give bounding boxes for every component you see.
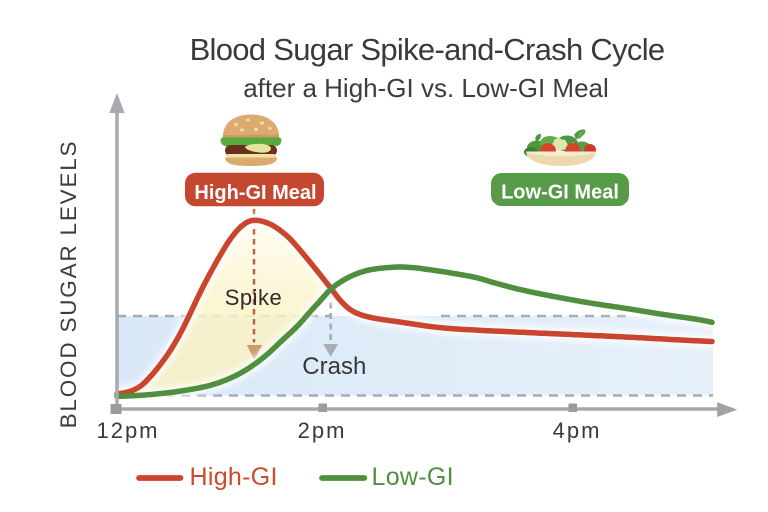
svg-text:2pm: 2pm <box>298 418 347 443</box>
svg-text:BLOOD SUGAR LEVELS: BLOOD SUGAR LEVELS <box>56 140 81 429</box>
svg-text:12pm: 12pm <box>96 418 159 443</box>
svg-text:Spike: Spike <box>225 285 283 310</box>
svg-text:High-GI Meal: High-GI Meal <box>194 182 316 204</box>
svg-text:Blood Sugar Spike-and-Crash Cy: Blood Sugar Spike-and-Crash Cycle <box>190 32 665 67</box>
svg-text:High-GI: High-GI <box>190 463 278 491</box>
svg-text:after a High-GI vs. Low-GI Mea: after a High-GI vs. Low-GI Meal <box>243 73 609 103</box>
svg-text:Low-GI: Low-GI <box>372 463 454 491</box>
svg-text:Crash: Crash <box>302 353 366 380</box>
svg-text:Low-GI Meal: Low-GI Meal <box>501 182 619 204</box>
svg-text:4pm: 4pm <box>553 418 602 443</box>
